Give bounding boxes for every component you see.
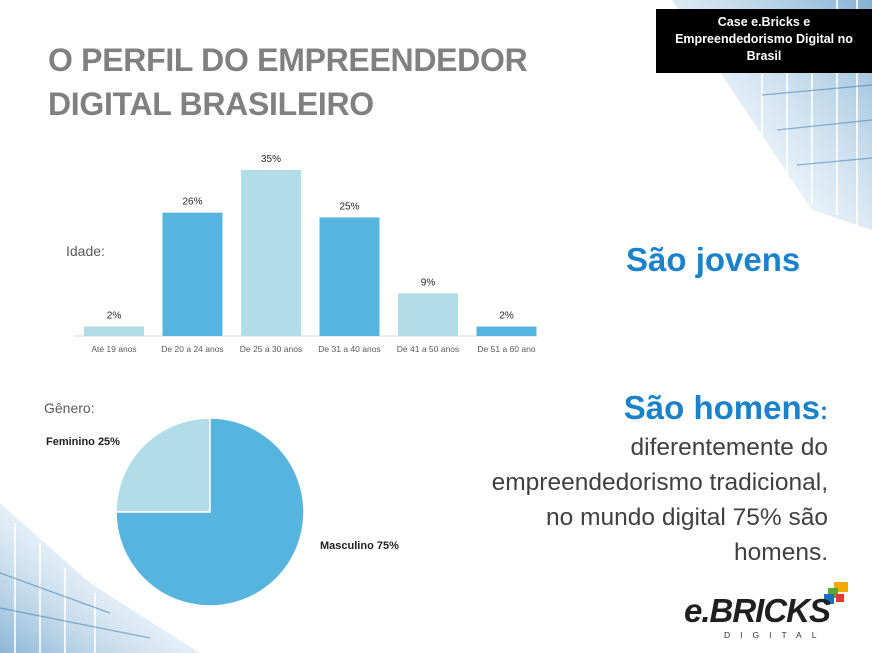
case-badge: Case e.Bricks e Empreendedorismo Digital… (656, 9, 872, 73)
pie-label-masculino: Masculino 75% (320, 540, 399, 552)
slide-title-line-1: O PERFIL DO EMPREENDEDOR (48, 42, 528, 78)
headline-men-colon: : (820, 398, 828, 425)
badge-line-3: Brasil (746, 49, 782, 63)
age-category-label-3: De 31 a 40 anos (318, 344, 380, 354)
age-bar-2 (241, 170, 301, 336)
age-bar-value-label-4: 9% (421, 277, 436, 288)
gender-description: diferentemente do empreendedorismo tradi… (428, 430, 828, 570)
age-bar-0 (84, 326, 144, 336)
headline-young: São jovens (626, 241, 801, 278)
gender-label: Gênero: (44, 400, 95, 416)
logo-subtitle: DIGITAL (724, 630, 827, 640)
pie-label-feminino: Feminino 25% (46, 436, 120, 448)
age-bar-value-label-0: 2% (107, 311, 122, 322)
age-label: Idade: (66, 243, 105, 259)
age-bar-4 (398, 293, 458, 336)
gender-pie-slice-1 (115, 417, 305, 607)
age-bar-value-label-5: 2% (499, 311, 514, 322)
gender-pie-chart: Feminino 25% Masculino 75% (46, 417, 399, 607)
age-bar-value-label-3: 25% (339, 201, 359, 212)
ebricks-logo: e.BRICKS DIGITAL (684, 582, 848, 642)
age-category-label-4: De 41 a 50 anos (397, 344, 459, 354)
decorative-buildings-bottom-left (0, 503, 200, 653)
age-category-label-0: Até 19 anos (91, 344, 136, 354)
slide-title: O PERFIL DO EMPREENDEDOR DIGITAL BRASILE… (48, 38, 528, 126)
badge-line-1: Case e.Bricks e (717, 15, 811, 29)
body-line-1: diferentemente do (630, 434, 829, 461)
age-category-label-5: De 51 a 60 ano (477, 344, 535, 354)
age-bar-3 (319, 217, 380, 336)
headline-men-text: São homens (623, 389, 820, 426)
age-bar-chart: 2% Até 19 anos 26% De 20 a 24 anos 35% De 25 … (74, 154, 538, 354)
body-line-2: empreendedorismo tradicional, (491, 469, 828, 496)
age-bar-value-label-1: 26% (182, 197, 202, 208)
age-bar-1 (162, 212, 223, 336)
logo-wordmark: e.BRICKS (684, 592, 831, 629)
headline-men: São homens: (624, 388, 828, 432)
body-line-3: no mundo digital 75% são (546, 504, 828, 531)
ebricks-logo-mark-icon (824, 582, 848, 604)
slide-title-line-2: DIGITAL BRASILEIRO (48, 86, 374, 122)
age-bar-5 (476, 326, 537, 336)
gender-pie-slice-0 (115, 417, 211, 513)
age-category-label-2: De 25 a 30 anos (240, 344, 302, 354)
age-category-label-1: De 20 a 24 anos (161, 344, 223, 354)
body-line-4: homens. (734, 539, 828, 566)
badge-line-2: Empreendedorismo Digital no (675, 32, 853, 46)
age-bar-value-label-2: 35% (261, 154, 281, 165)
